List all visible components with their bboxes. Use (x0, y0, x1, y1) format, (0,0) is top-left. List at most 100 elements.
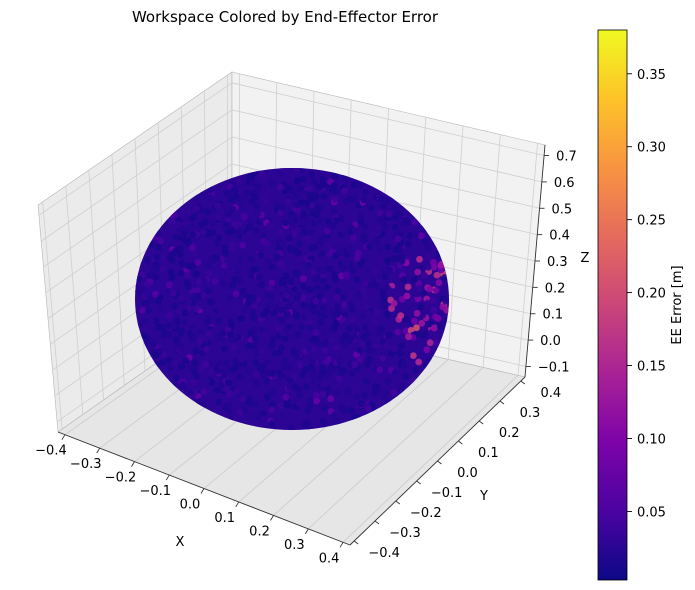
scatter-point (277, 401, 285, 409)
scatter-point (412, 366, 420, 374)
scatter-point (228, 313, 236, 320)
scatter-point (333, 348, 341, 356)
scatter-point (152, 290, 159, 298)
scatter-point (236, 276, 244, 284)
scatter-point (254, 210, 261, 218)
scatter-point (377, 325, 385, 333)
scatter-point (261, 320, 268, 328)
scatter-point (437, 262, 444, 269)
scatter-point (228, 244, 236, 252)
scatter-point (353, 387, 361, 394)
scatter-point (200, 395, 208, 403)
scatter-point (301, 421, 309, 429)
scatter-point (214, 202, 222, 210)
scatter-point (190, 294, 198, 301)
scatter-point (228, 228, 236, 235)
scatter-point (288, 214, 295, 222)
scatter-point (225, 189, 233, 197)
x-tick-label: −0.1 (139, 484, 171, 499)
scatter-point (221, 345, 229, 353)
scatter-point (394, 235, 402, 243)
scatter-point (280, 412, 287, 420)
scatter-point (294, 291, 302, 299)
scatter-point (190, 368, 198, 376)
scatter-point (364, 330, 372, 337)
scatter-point (200, 292, 208, 300)
scatter-point (380, 296, 388, 304)
x-tick-label: −0.4 (35, 444, 67, 459)
scatter-point (353, 393, 360, 401)
scatter-point (260, 410, 267, 417)
scatter-point (152, 352, 160, 359)
scatter-point (320, 381, 328, 388)
scatter-point (330, 411, 338, 419)
scatter-point (305, 344, 313, 352)
scatter-point (222, 366, 230, 374)
scatter-point (259, 232, 267, 240)
scatter-point (392, 369, 399, 376)
scatter-point (410, 276, 418, 284)
scatter-point (238, 315, 246, 323)
scatter-point (212, 272, 220, 280)
scatter-point (240, 306, 248, 314)
scatter-point (207, 258, 215, 265)
scatter-point (194, 258, 202, 266)
scatter-point (340, 316, 347, 323)
x-tick-mark (304, 528, 309, 535)
scatter-point (244, 293, 252, 301)
scatter-point (362, 378, 370, 385)
scatter-point (268, 279, 276, 286)
y-tick-label: 0.2 (499, 426, 520, 441)
scatter-point (279, 263, 287, 270)
scatter-point (296, 186, 304, 194)
scatter-point (248, 412, 256, 420)
scatter-point (206, 298, 214, 306)
scatter-point (384, 378, 392, 385)
scatter-point (294, 254, 302, 261)
scatter-point (239, 401, 246, 409)
scatter-point (206, 270, 213, 277)
scatter-point (361, 391, 368, 399)
scatter-point (190, 378, 198, 386)
scatter-point (276, 349, 283, 356)
scatter-point (382, 223, 390, 231)
scatter-point (336, 357, 344, 365)
scatter-point (165, 330, 172, 338)
scatter-point (231, 275, 238, 283)
scatter-point (287, 278, 295, 286)
y-tick-label: −0.2 (410, 506, 442, 521)
scatter-point (312, 329, 320, 336)
scatter-point (365, 405, 372, 412)
scatter-point (426, 339, 434, 347)
scatter-point (142, 317, 150, 325)
y-tick-label: 0.0 (457, 466, 478, 481)
scatter-point (188, 244, 196, 252)
scatter-point (385, 210, 393, 218)
scatter-point (292, 193, 300, 200)
scatter-point (267, 293, 275, 301)
scatter-point (192, 270, 200, 277)
scatter-point (175, 308, 183, 316)
scatter-point (249, 308, 257, 316)
scatter-point (409, 352, 417, 359)
scatter-point (346, 325, 354, 333)
x-axis-ticks: −0.4−0.3−0.2−0.1 0.0 0.1 0.2 0.3 0.4 (35, 434, 344, 566)
scatter-point (294, 178, 301, 185)
scatter-point (144, 291, 152, 299)
scatter-point (339, 227, 347, 235)
scatter-point (280, 363, 288, 371)
scatter-point (285, 416, 293, 423)
scatter-point (169, 289, 177, 297)
scatter-point (336, 329, 343, 337)
scatter-point (383, 198, 391, 206)
scatter-point (278, 316, 285, 324)
scatter-point (351, 226, 359, 234)
scatter-point (213, 239, 220, 247)
x-tick-label: 0.3 (284, 538, 305, 553)
scatter-point (413, 324, 420, 332)
scatter-point (293, 201, 300, 209)
scatter-point (401, 229, 409, 237)
scatter-point (350, 181, 358, 189)
scatter-point (166, 311, 173, 319)
scatter-point (400, 276, 408, 283)
